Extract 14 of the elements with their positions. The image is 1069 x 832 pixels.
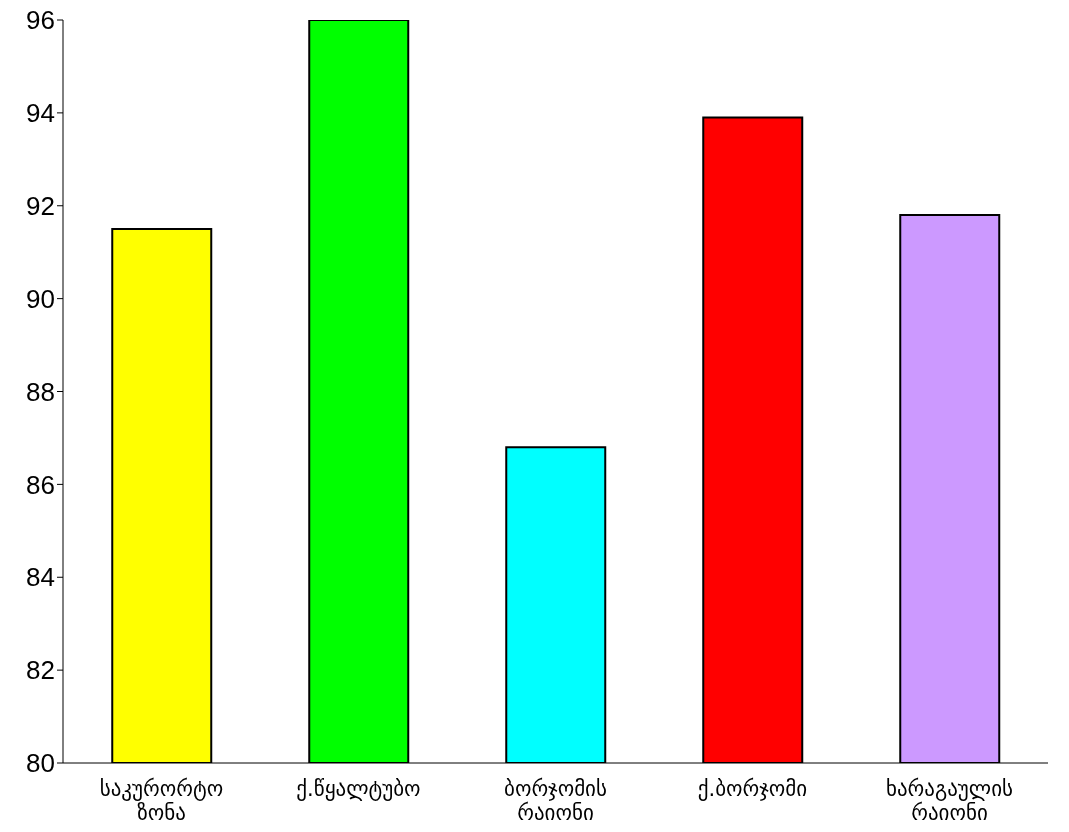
x-tick-label: ხარაგაულის რაიონი [885, 777, 1014, 826]
y-tick-label: 96 [26, 5, 55, 36]
y-tick-label: 82 [26, 655, 55, 686]
x-tick-label: ქ.ბორჯომი [697, 777, 808, 801]
x-tick-label: ქ.წყალტუბო [296, 777, 421, 801]
y-tick-label: 86 [26, 469, 55, 500]
x-tick-label: ბორჯომის რაიონი [504, 777, 607, 826]
y-tick-label: 84 [26, 562, 55, 593]
y-tick-label: 88 [26, 376, 55, 407]
y-tick-label: 80 [26, 748, 55, 779]
y-tick-label: 92 [26, 190, 55, 221]
y-tick-label: 94 [26, 98, 55, 129]
y-tick-label: 90 [26, 283, 55, 314]
x-tick-label: საკურორტო ზონა [99, 777, 224, 826]
